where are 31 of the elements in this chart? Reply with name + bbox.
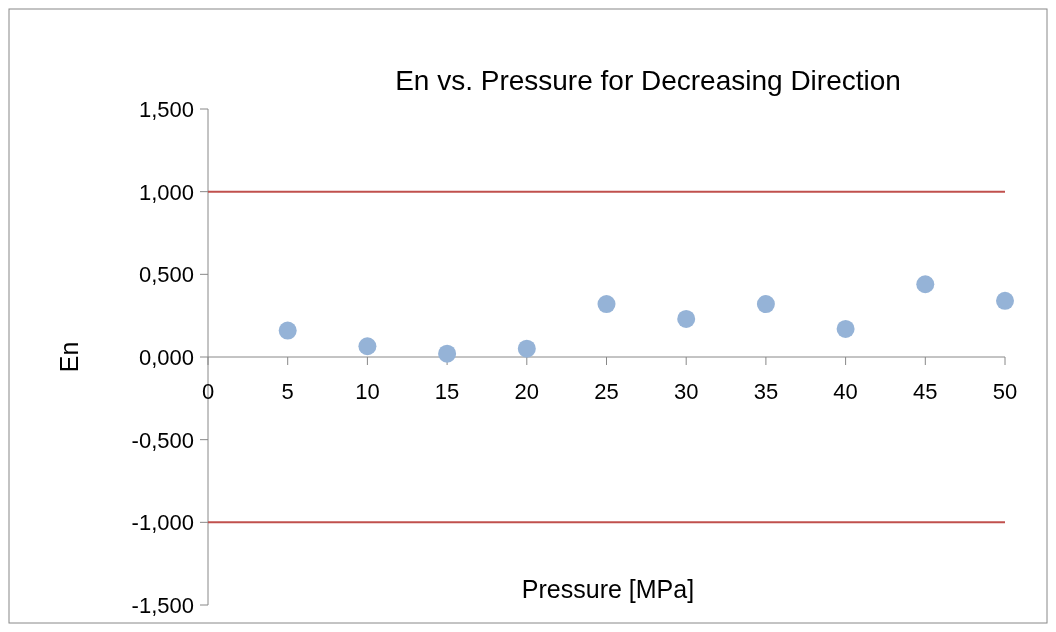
x-tick-label: 5 [281,379,294,404]
point [677,309,696,328]
x-tick-label: 0 [201,379,215,404]
point [836,319,855,338]
point [756,295,775,314]
point [517,339,536,358]
x-tick-label: 35 [753,379,779,404]
x-tick-label: 15 [434,379,460,404]
point [916,275,935,294]
chart-title: En vs. Pressure for Decreasing Direction [395,65,901,96]
y-tick-label: -1,000 [131,510,194,536]
y-tick-label: -1,500 [131,593,194,618]
y-tick-label: 0,500 [138,262,194,288]
x-tick-label: 30 [673,379,699,404]
y-axis-title: En [55,341,83,373]
x-axis-title: Pressure [MPa] [521,575,695,603]
x-tick-label: 40 [833,379,858,404]
y-tick-label: 0,000 [138,345,194,370]
point [358,337,377,356]
y-tick-label: 1,000 [138,179,194,205]
point [597,295,616,314]
x-tick-label: 10 [355,379,380,404]
point [996,291,1014,310]
x-tick-label: 25 [594,379,619,404]
x-tick-label: 20 [514,379,540,404]
y-tick-label: -0,500 [131,427,194,453]
x-tick-label: 50 [992,379,1018,404]
x-tick-label: 45 [913,379,938,404]
point [438,344,457,363]
y-tick-label: 1,500 [138,97,194,122]
point [278,321,297,340]
